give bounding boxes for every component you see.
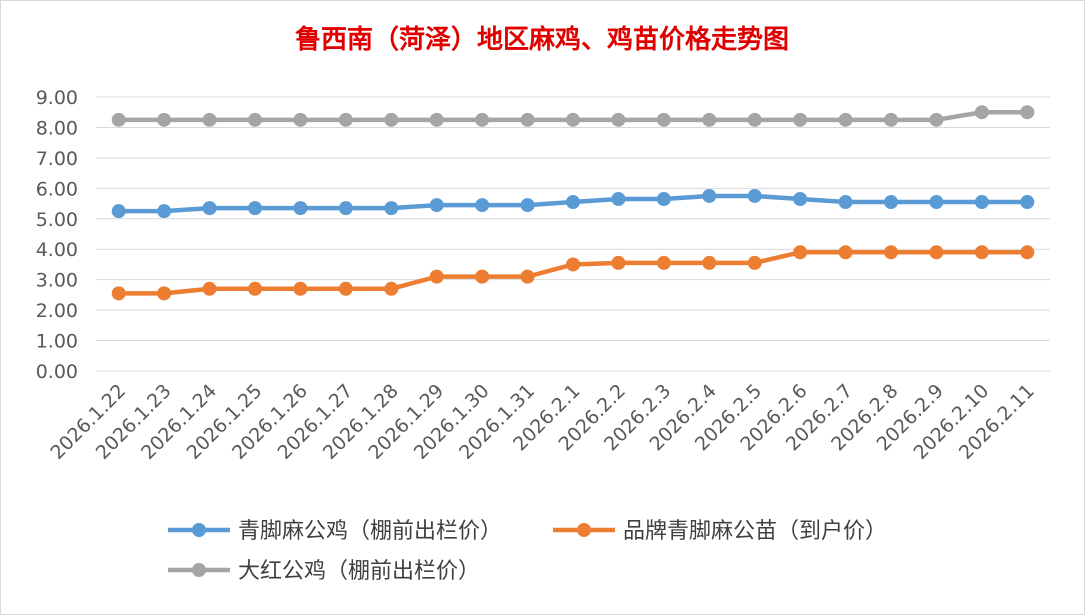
x-axis-ticks: 2026.1.222026.1.232026.1.242026.1.252026… [46, 380, 1039, 464]
legend-item: 大红公鸡（棚前出栏价） [168, 559, 480, 584]
y-tick-label: 0.00 [36, 361, 78, 383]
data-point [475, 269, 490, 284]
data-point [929, 112, 944, 127]
data-point [838, 245, 853, 260]
y-tick-label: 4.00 [36, 239, 78, 261]
data-point [611, 191, 626, 206]
data-point [566, 195, 580, 210]
series-2 [111, 245, 1035, 301]
data-point [1020, 195, 1035, 210]
data-point [974, 245, 989, 260]
data-point [702, 188, 717, 203]
data-point [974, 195, 989, 210]
data-point [656, 255, 671, 270]
data-point [793, 112, 808, 127]
data-point [838, 112, 853, 127]
data-point [747, 255, 762, 270]
legend-label: 青脚麻公鸡（棚前出栏价） [238, 519, 502, 544]
data-point [293, 281, 308, 296]
legend-marker [577, 523, 591, 537]
data-point [338, 201, 353, 216]
data-point [157, 204, 172, 219]
y-tick-label: 1.00 [36, 331, 78, 353]
series-1 [111, 188, 1035, 219]
data-point [248, 112, 262, 127]
data-point [520, 198, 535, 213]
data-point [202, 112, 217, 127]
data-point [293, 201, 308, 216]
data-point [884, 195, 898, 210]
series-3 [111, 105, 1035, 127]
y-tick-label: 2.00 [36, 300, 78, 322]
data-point [475, 198, 490, 213]
data-point [656, 112, 671, 127]
legend-marker [192, 563, 206, 577]
data-point [338, 112, 353, 127]
data-point [520, 112, 535, 127]
data-point [384, 201, 399, 216]
legend-marker [192, 523, 206, 537]
data-point [611, 255, 626, 270]
data-point [747, 112, 762, 127]
data-point [838, 195, 853, 210]
legend: 青脚麻公鸡（棚前出栏价） 品牌青脚麻公苗（到户价） 大红公鸡（棚前出栏价） [168, 519, 887, 584]
data-point [793, 191, 808, 206]
chart-title: 鲁西南（菏泽）地区麻鸡、鸡苗价格走势图 [295, 24, 789, 55]
data-point [157, 112, 172, 127]
data-point [929, 195, 944, 210]
data-point [338, 281, 353, 296]
data-point [157, 286, 172, 301]
data-point [747, 188, 762, 203]
y-tick-label: 6.00 [36, 178, 78, 200]
legend-item: 品牌青脚麻公苗（到户价） [553, 519, 887, 544]
data-point [611, 112, 626, 127]
data-point [974, 105, 989, 120]
data-point [884, 112, 898, 127]
legend-label: 品牌青脚麻公苗（到户价） [623, 519, 887, 544]
y-tick-label: 7.00 [36, 148, 78, 170]
data-point [384, 112, 399, 127]
data-point [656, 191, 671, 206]
series-lines [111, 105, 1035, 301]
data-point [1020, 105, 1035, 120]
data-point [429, 198, 444, 213]
data-point [566, 257, 580, 272]
data-point [202, 201, 217, 216]
data-point [1020, 245, 1035, 260]
y-tick-label: 3.00 [36, 270, 78, 292]
data-point [111, 286, 126, 301]
data-point [248, 201, 262, 216]
data-point [202, 281, 217, 296]
data-point [702, 112, 717, 127]
gridlines [96, 96, 1050, 372]
data-point [429, 269, 444, 284]
legend-label: 大红公鸡（棚前出栏价） [238, 559, 480, 584]
data-point [566, 112, 580, 127]
data-point [429, 112, 444, 127]
y-tick-label: 9.00 [36, 87, 78, 109]
data-point [520, 269, 535, 284]
y-tick-label: 5.00 [36, 209, 78, 231]
legend-item: 青脚麻公鸡（棚前出栏价） [168, 519, 502, 544]
data-point [884, 245, 898, 260]
data-point [702, 255, 717, 270]
data-point [293, 112, 308, 127]
data-point [248, 281, 262, 296]
data-point [384, 281, 399, 296]
data-point [929, 245, 944, 260]
data-point [111, 204, 126, 219]
data-point [111, 112, 126, 127]
data-point [793, 245, 808, 260]
y-axis-ticks: 0.00 1.00 2.00 3.00 4.00 5.00 6.00 7.00 8.00 9.00 [36, 87, 78, 383]
data-point [475, 112, 490, 127]
y-tick-label: 8.00 [36, 117, 78, 139]
